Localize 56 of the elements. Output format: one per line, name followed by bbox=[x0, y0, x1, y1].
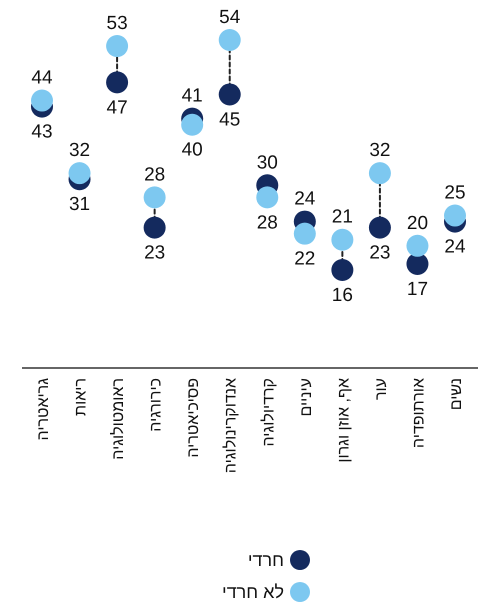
data-label: 45 bbox=[219, 109, 240, 130]
legend-label: חרדי bbox=[248, 550, 284, 570]
point bbox=[106, 35, 128, 58]
data-label: 53 bbox=[106, 13, 128, 34]
data-label: 41 bbox=[182, 86, 203, 107]
data-label: 31 bbox=[68, 194, 90, 216]
data-label: 43 bbox=[31, 122, 53, 143]
x-tick-label: אנדוקרינולוגיה bbox=[222, 378, 240, 474]
data-label: 40 bbox=[182, 140, 203, 161]
x-tick-label: פסיכיאטריה bbox=[185, 378, 202, 458]
point bbox=[406, 234, 428, 257]
point bbox=[444, 204, 466, 227]
point bbox=[68, 162, 91, 184]
data-label: 28 bbox=[256, 212, 278, 234]
x-tick-label: כירורגיה bbox=[148, 378, 165, 432]
data-label: 23 bbox=[369, 242, 390, 264]
point bbox=[406, 252, 428, 275]
legend-label: לא חרדי bbox=[222, 582, 284, 602]
point bbox=[331, 228, 354, 251]
x-tick-label: גריאטריה bbox=[35, 378, 52, 440]
x-tick-label: ראומטולוגיה bbox=[109, 378, 128, 460]
data-label: 20 bbox=[406, 212, 428, 234]
point bbox=[218, 29, 241, 51]
data-label: 17 bbox=[406, 278, 428, 300]
x-tick-label: עור bbox=[372, 378, 390, 400]
data-label: 47 bbox=[106, 97, 128, 118]
x-tick-label: אורתופדיה bbox=[410, 378, 428, 448]
point bbox=[368, 162, 391, 184]
data-label: 32 bbox=[68, 140, 90, 162]
data-label: 44 bbox=[31, 68, 53, 89]
x-tick-label: עיניים bbox=[298, 378, 315, 417]
data-label: 16 bbox=[332, 285, 353, 306]
data-label: 24 bbox=[294, 188, 316, 210]
data-label: 32 bbox=[369, 140, 390, 162]
point bbox=[106, 71, 128, 94]
point bbox=[31, 90, 53, 112]
x-tick-label: קרדיולוגיה bbox=[259, 378, 278, 447]
data-label: 30 bbox=[256, 152, 278, 174]
point bbox=[218, 83, 241, 106]
data-label: 54 bbox=[219, 7, 241, 28]
data-label: 23 bbox=[144, 242, 166, 264]
data-label: 24 bbox=[444, 236, 466, 258]
x-tick-label: אף, אוזן וגרון bbox=[335, 378, 352, 463]
point bbox=[256, 186, 278, 208]
x-tick-label: נשים bbox=[448, 378, 465, 410]
point bbox=[181, 114, 204, 136]
data-label: 22 bbox=[294, 248, 316, 270]
data-label: 21 bbox=[332, 206, 353, 228]
x-tick-label: ריאות bbox=[72, 378, 90, 416]
point bbox=[368, 216, 391, 239]
data-label: 25 bbox=[444, 182, 466, 204]
data-label: 28 bbox=[144, 164, 166, 186]
point bbox=[144, 216, 166, 239]
point bbox=[331, 259, 354, 281]
point bbox=[294, 222, 316, 245]
point bbox=[144, 186, 166, 208]
